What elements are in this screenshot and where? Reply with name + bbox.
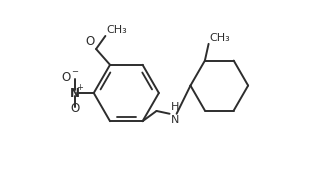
- Text: −: −: [71, 67, 78, 76]
- Text: H: H: [170, 102, 179, 112]
- Text: O: O: [61, 71, 71, 84]
- Text: N: N: [70, 86, 80, 100]
- Text: O: O: [71, 102, 80, 115]
- Text: CH₃: CH₃: [106, 25, 127, 35]
- Text: CH₃: CH₃: [210, 33, 230, 43]
- Text: O: O: [85, 35, 95, 47]
- Text: N: N: [170, 115, 179, 125]
- Text: +: +: [76, 83, 83, 92]
